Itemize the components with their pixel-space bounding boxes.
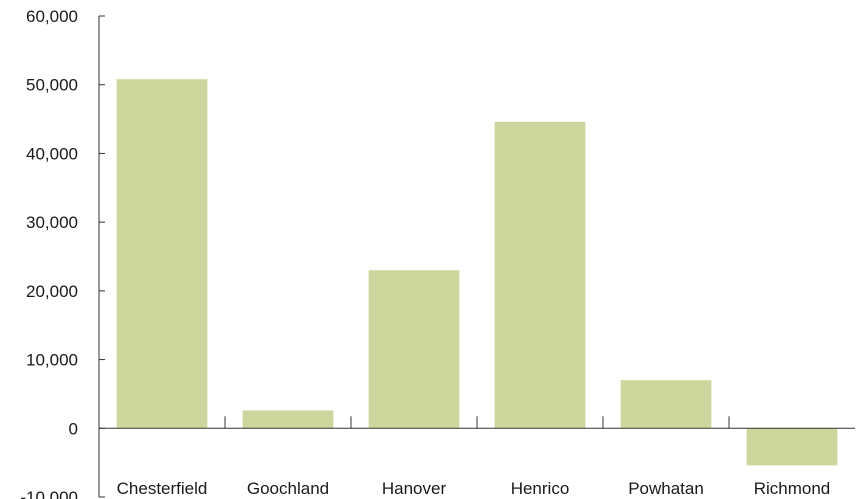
- bar-henrico: [494, 121, 586, 429]
- y-tick-label: 50,000: [26, 76, 78, 95]
- bar-goochland: [242, 410, 334, 429]
- x-tick-label: Richmond: [754, 479, 831, 498]
- y-tick-label: 20,000: [26, 282, 78, 301]
- y-tick-label: -10,000: [20, 488, 78, 499]
- x-tick-label: Henrico: [511, 479, 570, 498]
- bars: [116, 79, 838, 466]
- x-tick-label: Hanover: [382, 479, 447, 498]
- x-tick-label: Chesterfield: [117, 479, 208, 498]
- x-tick-label: Goochland: [247, 479, 329, 498]
- bar-hanover: [368, 270, 460, 429]
- x-tick-label: Powhatan: [628, 479, 704, 498]
- y-axis: -10,000 0 10,000 20,000 30,000 40,000 50,000 60…: [20, 7, 105, 499]
- y-tick-label: 60,000: [26, 7, 78, 26]
- y-tick-label: 40,000: [26, 144, 78, 163]
- y-tick-label: 10,000: [26, 351, 78, 370]
- x-axis: Chesterfield Goochland Hanover Henrico Powha…: [99, 416, 855, 498]
- y-tick-label: 30,000: [26, 213, 78, 232]
- bar-chesterfield: [116, 79, 208, 429]
- bar-richmond: [746, 428, 838, 466]
- bar-powhatan: [620, 380, 712, 429]
- y-tick-label: 0: [69, 419, 78, 438]
